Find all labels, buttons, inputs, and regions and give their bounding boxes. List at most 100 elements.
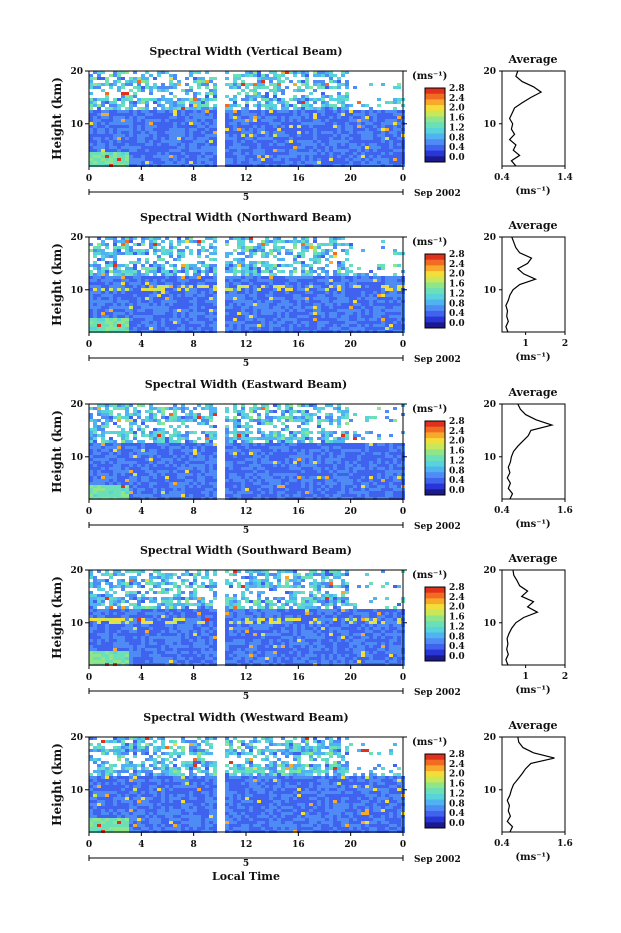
heatmap-cell bbox=[389, 443, 393, 446]
heatmap-cell bbox=[173, 258, 177, 261]
heatmap-cell bbox=[141, 74, 145, 77]
heatmap-cell bbox=[245, 300, 249, 303]
heatmap-cell bbox=[233, 452, 237, 455]
heatmap-cell bbox=[333, 161, 337, 164]
heatmap-cell bbox=[273, 119, 277, 122]
heatmap-cell bbox=[129, 252, 133, 255]
heatmap-cell bbox=[393, 110, 397, 113]
heatmap-cell bbox=[265, 74, 269, 77]
heatmap-cell bbox=[177, 149, 181, 152]
heatmap-cell bbox=[269, 443, 273, 446]
heatmap-cell bbox=[233, 264, 237, 267]
heatmap-cell bbox=[301, 116, 305, 119]
heatmap-cell bbox=[145, 119, 149, 122]
heatmap-cell bbox=[177, 80, 181, 83]
heatmap-cell bbox=[209, 267, 213, 270]
heatmap-cell bbox=[289, 306, 293, 309]
heatmap-cell bbox=[381, 291, 385, 294]
heatmap-cell bbox=[261, 161, 265, 164]
heatmap-cell bbox=[109, 161, 113, 164]
heatmap-cell bbox=[193, 137, 197, 140]
heatmap-cell bbox=[165, 140, 169, 143]
heatmap-cell bbox=[313, 125, 317, 128]
heatmap-cell bbox=[365, 122, 369, 125]
heatmap-cell bbox=[201, 285, 205, 288]
heatmap-cell bbox=[109, 309, 113, 312]
heatmap-cell bbox=[225, 443, 229, 446]
heatmap-cell bbox=[285, 279, 289, 282]
heatmap-cell bbox=[349, 419, 353, 422]
heatmap-cell bbox=[205, 131, 209, 134]
heatmap-cell bbox=[393, 285, 397, 288]
heatmap-cell bbox=[261, 437, 265, 440]
heatmap-cell bbox=[209, 312, 213, 315]
heatmap-cell bbox=[157, 116, 161, 119]
heatmap-cell bbox=[253, 83, 257, 86]
heatmap-cell bbox=[213, 125, 217, 128]
heatmap-cell bbox=[189, 101, 193, 104]
heatmap-cell bbox=[329, 443, 333, 446]
heatmap-cell bbox=[153, 443, 157, 446]
heatmap-cell bbox=[305, 449, 309, 452]
heatmap-cell bbox=[329, 116, 333, 119]
heatmap-cell bbox=[89, 125, 93, 128]
heatmap-cell bbox=[389, 309, 393, 312]
average-x-label: (ms⁻¹) bbox=[515, 352, 550, 363]
heatmap-cell bbox=[193, 113, 197, 116]
heatmap-cell bbox=[337, 279, 341, 282]
heatmap-cell bbox=[129, 128, 133, 131]
heatmap-cell bbox=[109, 303, 113, 306]
heatmap-cell bbox=[269, 279, 273, 282]
heatmap-cell bbox=[121, 149, 125, 152]
heatmap-cell bbox=[197, 252, 201, 255]
heatmap-cell bbox=[149, 312, 153, 315]
heatmap-cell bbox=[197, 303, 201, 306]
heatmap-cell bbox=[113, 243, 117, 246]
heatmap-cell bbox=[149, 125, 153, 128]
heatmap-cell bbox=[357, 282, 361, 285]
heatmap-cell bbox=[153, 294, 157, 297]
heatmap-cell bbox=[353, 152, 357, 155]
heatmap-cell bbox=[273, 146, 277, 149]
heatmap-cell bbox=[117, 279, 121, 282]
heatmap-cell bbox=[213, 282, 217, 285]
heatmap-cell bbox=[245, 449, 249, 452]
heatmap-cell bbox=[89, 282, 93, 285]
heatmap-cell bbox=[385, 110, 389, 113]
heatmap-cell bbox=[229, 315, 233, 318]
heatmap-cell bbox=[281, 297, 285, 300]
heatmap-cell bbox=[301, 95, 305, 98]
heatmap-cell bbox=[357, 110, 361, 113]
heatmap-cell bbox=[121, 95, 125, 98]
heatmap-cell bbox=[97, 327, 101, 330]
heatmap-cell bbox=[305, 324, 309, 327]
heatmap-cell bbox=[297, 321, 301, 324]
heatmap-cell bbox=[337, 318, 341, 321]
heatmap-cell bbox=[109, 431, 113, 434]
heatmap-cell bbox=[157, 455, 161, 458]
heatmap-cell bbox=[141, 321, 145, 324]
heatmap-cell bbox=[293, 155, 297, 158]
heatmap-cell bbox=[241, 249, 245, 252]
heatmap-cell bbox=[345, 113, 349, 116]
heatmap-cell bbox=[289, 104, 293, 107]
heatmap-cell bbox=[301, 264, 305, 267]
heatmap-cell bbox=[89, 434, 93, 437]
average-x-tick-label: 2 bbox=[562, 339, 568, 349]
heatmap-cell bbox=[137, 425, 141, 428]
heatmap-cell bbox=[301, 428, 305, 431]
heatmap-cell bbox=[97, 276, 101, 279]
heatmap-cell bbox=[169, 92, 173, 95]
heatmap-cell bbox=[169, 161, 173, 164]
heatmap-cell bbox=[165, 86, 169, 89]
heatmap-cell bbox=[321, 243, 325, 246]
heatmap-cell bbox=[249, 128, 253, 131]
heatmap-cell bbox=[241, 324, 245, 327]
heatmap-cell bbox=[125, 440, 129, 443]
heatmap-cell bbox=[393, 107, 397, 110]
heatmap-cell bbox=[173, 309, 177, 312]
heatmap-cell bbox=[145, 113, 149, 116]
heatmap-cell bbox=[253, 297, 257, 300]
heatmap-cell bbox=[385, 321, 389, 324]
heatmap-cell bbox=[101, 303, 105, 306]
